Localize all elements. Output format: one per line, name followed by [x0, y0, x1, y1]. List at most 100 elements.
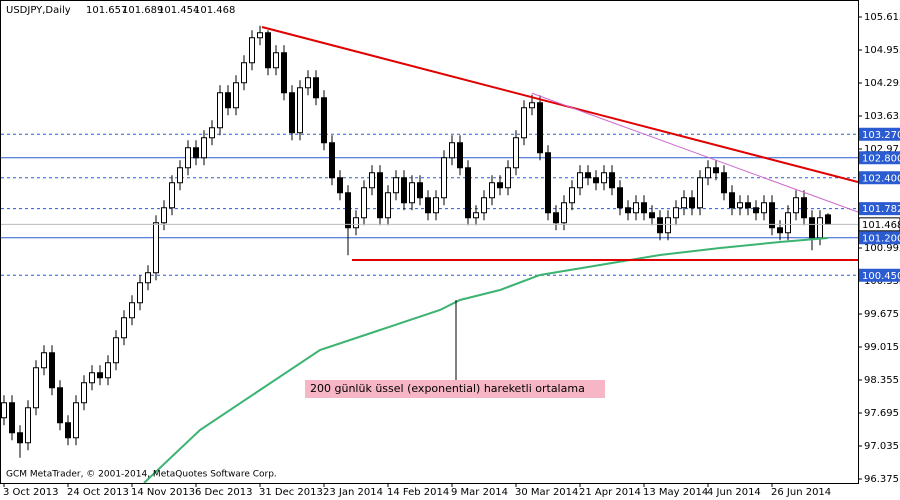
candle-body: [65, 422, 71, 439]
candle-body: [785, 212, 791, 234]
candle-body: [289, 92, 295, 134]
y-tick-label: 99.015: [864, 342, 899, 353]
candle-body: [497, 182, 503, 189]
candle-body: [185, 147, 191, 169]
candle-body: [89, 372, 95, 384]
candle-body: [521, 107, 527, 139]
y-tick-label: 105.615: [864, 12, 900, 23]
candle-body: [217, 92, 223, 129]
candle-body: [97, 372, 103, 379]
level-label: 100.450: [862, 271, 900, 282]
chart-title: USDJPY,Daily: [6, 5, 71, 16]
x-tick-label: 26 Jun 2014: [771, 487, 831, 498]
candle-body: [137, 282, 143, 304]
candle-body: [449, 142, 455, 159]
candle-body: [241, 62, 247, 84]
candle-body: [201, 137, 207, 159]
annotation: 200 günlük üssel (exponential) hareketli…: [310, 382, 585, 395]
candle-body: [361, 187, 367, 219]
overlay-line: [531, 92, 858, 213]
level-label: 102.400: [862, 173, 900, 184]
candle-body: [441, 157, 447, 199]
candle-body: [489, 182, 495, 199]
candle-body: [633, 202, 639, 214]
candle-body: [505, 167, 511, 189]
candle-body: [561, 202, 567, 224]
candle-body: [745, 202, 751, 209]
plot-frame: [0, 0, 859, 484]
candle-body: [305, 77, 311, 89]
x-tick-label: 3 Oct 2013: [3, 487, 58, 498]
level-box: [859, 127, 900, 141]
y-tick-label: 100.995: [864, 243, 900, 254]
candle-body: [209, 127, 215, 139]
x-tick-label: 31 Dec 2013: [259, 487, 323, 498]
ohlc-open: 101.657: [86, 5, 127, 16]
candle-body: [329, 142, 335, 179]
candle-body: [649, 212, 655, 219]
ohlc-high: 101.689: [122, 5, 163, 16]
candle-body: [177, 167, 183, 184]
candle-body: [265, 32, 271, 69]
overlay-line: [261, 26, 858, 183]
level-box: [859, 171, 900, 185]
candle-body: [9, 402, 15, 434]
candle-body: [257, 32, 263, 39]
last-price-box: [858, 217, 900, 232]
candle-body: [401, 177, 407, 204]
candle-body: [513, 137, 519, 169]
annotation-bg: [305, 380, 605, 398]
candle-body: [481, 197, 487, 214]
candle-body: [81, 382, 87, 404]
level-label: 101.200: [862, 233, 900, 244]
candle-body: [225, 92, 231, 109]
candle-body: [193, 147, 199, 159]
candle-body: [641, 202, 647, 214]
candle-body: [593, 177, 599, 184]
candle-body: [17, 432, 23, 444]
x-tick-label: 30 Mar 2014: [515, 487, 578, 498]
candle-body: [809, 217, 815, 239]
candle-body: [721, 172, 727, 194]
candle-body: [825, 214, 831, 225]
candle-body: [321, 97, 327, 144]
candle-body: [105, 362, 111, 379]
candle-body: [585, 172, 591, 179]
level-label: 103.270: [862, 130, 900, 141]
candle-body: [681, 197, 687, 209]
y-tick-label: 104.295: [864, 78, 900, 89]
candle-body: [569, 187, 575, 204]
candle-body: [409, 182, 415, 204]
x-tick-label: 24 Oct 2013: [67, 487, 129, 498]
candle-body: [697, 177, 703, 209]
y-tick-label: 96.375: [864, 474, 899, 485]
y-tick-label: 97.035: [864, 441, 899, 452]
candle-body: [233, 82, 239, 109]
overlay-line: [143, 237, 829, 483]
candle-body: [57, 387, 63, 424]
candle-body: [353, 217, 359, 229]
candle-body: [425, 197, 431, 214]
level-label: 102.800: [862, 153, 900, 164]
x-tick-label: 13 May 2014: [643, 487, 708, 498]
candle-body: [753, 207, 759, 214]
x-tick-label: 21 Apr 2014: [579, 487, 641, 498]
candle-body: [465, 167, 471, 219]
candle-body: [41, 352, 47, 369]
candle-body: [113, 337, 119, 364]
candle-body: [705, 167, 711, 179]
candle-body: [153, 222, 159, 274]
candle-body: [553, 212, 559, 224]
candle-body: [393, 177, 399, 194]
candle-body: [345, 192, 351, 229]
footer: GCM MetaTrader, © 2001-2014, MetaQuotes …: [6, 470, 277, 480]
candle-body: [609, 172, 615, 189]
candle-body: [297, 87, 303, 134]
candle-body: [657, 217, 663, 234]
candle-body: [537, 102, 543, 154]
candle-body: [737, 202, 743, 209]
candle-body: [417, 182, 423, 199]
candle-body: [369, 172, 375, 189]
candle-body: [625, 207, 631, 214]
